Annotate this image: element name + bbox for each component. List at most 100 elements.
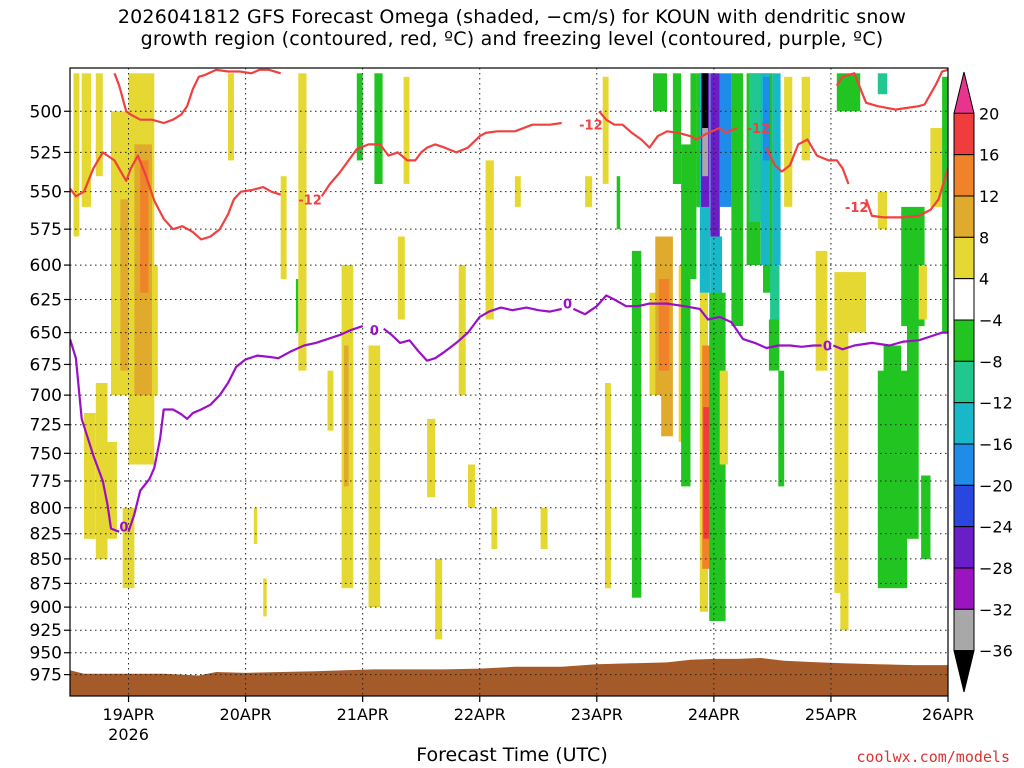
colorbar-bin	[953, 526, 975, 569]
omega-cell	[228, 73, 234, 161]
omega-cell	[295, 279, 299, 333]
contour-line	[572, 294, 822, 350]
contour-label: -12	[747, 122, 771, 137]
omega-cell	[710, 73, 720, 237]
omega-cell	[95, 383, 108, 559]
contour-label: 0	[563, 298, 572, 313]
contour-line	[765, 138, 850, 185]
omega-cell	[616, 176, 621, 230]
omega-cell	[374, 73, 383, 184]
omega-cell	[151, 265, 158, 396]
contour-line	[383, 306, 562, 362]
x-tick-label: 25APR	[805, 705, 857, 724]
omega-cell	[397, 236, 405, 320]
contour-line	[320, 121, 562, 197]
contour-line	[598, 110, 738, 149]
omega-cell	[942, 76, 948, 333]
colorbar-label: 16	[979, 146, 999, 165]
omega-cell	[540, 507, 548, 549]
terrain-layer	[70, 658, 948, 696]
y-tick-label: 525	[30, 143, 62, 163]
omega-cell	[690, 73, 697, 279]
chart-title-line-2: growth region (contoured, red, ºC) and f…	[140, 28, 884, 50]
omega-cell	[815, 250, 828, 371]
omega-cell	[427, 418, 436, 498]
colorbar-arrow-top	[953, 71, 975, 114]
omega-cell	[514, 176, 521, 207]
omega-cell	[485, 160, 494, 320]
y-tick-label: 775	[30, 472, 62, 492]
contour-label: 0	[823, 340, 832, 355]
contour-label: 0	[370, 324, 379, 339]
chart-title: 2026041812 GFS Forecast Omega (shaded, −…	[0, 6, 1024, 50]
omega-cell	[672, 73, 682, 184]
omega-cell	[836, 73, 861, 112]
contour-line	[70, 151, 282, 241]
colorbar-label: −12	[979, 394, 1013, 413]
credit-text: coolwx.com/models	[856, 748, 1010, 766]
colorbar-bin	[953, 112, 975, 156]
x-axis-year-label: 2026	[108, 725, 149, 744]
colorbar-label: −4	[979, 311, 1003, 330]
omega-cell	[120, 199, 129, 371]
y-tick-label: 700	[30, 386, 62, 406]
contour-line	[832, 331, 948, 351]
omega-cell	[661, 395, 673, 437]
omega-cell	[921, 475, 931, 559]
omega-cell	[778, 370, 785, 487]
y-tick-label: 800	[30, 499, 62, 519]
omega-cell	[81, 73, 92, 207]
colorbar-bin	[953, 443, 975, 486]
omega-cell	[140, 160, 149, 293]
omega-cell	[356, 73, 363, 161]
omega-cell	[784, 76, 793, 207]
omega-cell	[253, 507, 258, 544]
y-tick-label: 875	[30, 574, 62, 594]
x-tick-label: 22APR	[454, 705, 506, 724]
omega-cell	[840, 588, 849, 631]
omega-cell	[605, 383, 611, 589]
colorbar-label: 4	[979, 270, 989, 289]
omega-cell	[491, 507, 498, 549]
chart-title-line-1: 2026041812 GFS Forecast Omega (shaded, −…	[117, 6, 907, 28]
omega-cell	[907, 250, 919, 539]
x-tick-label: 19APR	[102, 705, 154, 724]
colorbar-bin	[953, 567, 975, 610]
omega-cell	[649, 292, 658, 396]
x-tick-label: 26APR	[922, 705, 974, 724]
contour-line	[835, 68, 948, 111]
contour-line	[113, 68, 282, 125]
contour-label: 0	[119, 521, 128, 536]
omega-cell	[703, 407, 710, 539]
omega-cell	[918, 265, 927, 320]
y-tick-label: 925	[30, 621, 62, 641]
omega-cell	[280, 176, 287, 279]
x-tick-label: 20APR	[220, 705, 272, 724]
omega-cell	[702, 73, 709, 128]
colorbar-bin	[953, 236, 975, 280]
x-tick-label: 24APR	[688, 705, 740, 724]
contour-line	[70, 338, 120, 533]
y-tick-label: 550	[30, 183, 62, 203]
colorbar-label: −24	[979, 518, 1013, 537]
colorbar: 20 16 12 8 4 −4 −8 −12 −16 −20 −24 −28 −32 −36	[953, 71, 1013, 693]
y-tick-label: 975	[30, 666, 62, 686]
contour-line	[865, 167, 948, 219]
omega-shading-layer	[73, 73, 948, 640]
omega-cell	[653, 73, 667, 112]
y-tick-label: 650	[30, 324, 62, 344]
grid-layer	[70, 68, 949, 696]
omega-cell	[760, 73, 771, 266]
omega-cell	[772, 73, 781, 266]
omega-cell	[768, 319, 780, 371]
omega-cell	[84, 413, 96, 539]
x-axis-label: Forecast Time (UTC)	[416, 744, 608, 766]
y-tick-label: 725	[30, 416, 62, 436]
omega-cell	[696, 73, 703, 207]
omega-cell	[631, 250, 642, 598]
contour-line	[127, 325, 364, 533]
omega-cell	[681, 144, 691, 487]
contour-label: -12	[298, 193, 322, 208]
omega-cell	[834, 272, 849, 593]
